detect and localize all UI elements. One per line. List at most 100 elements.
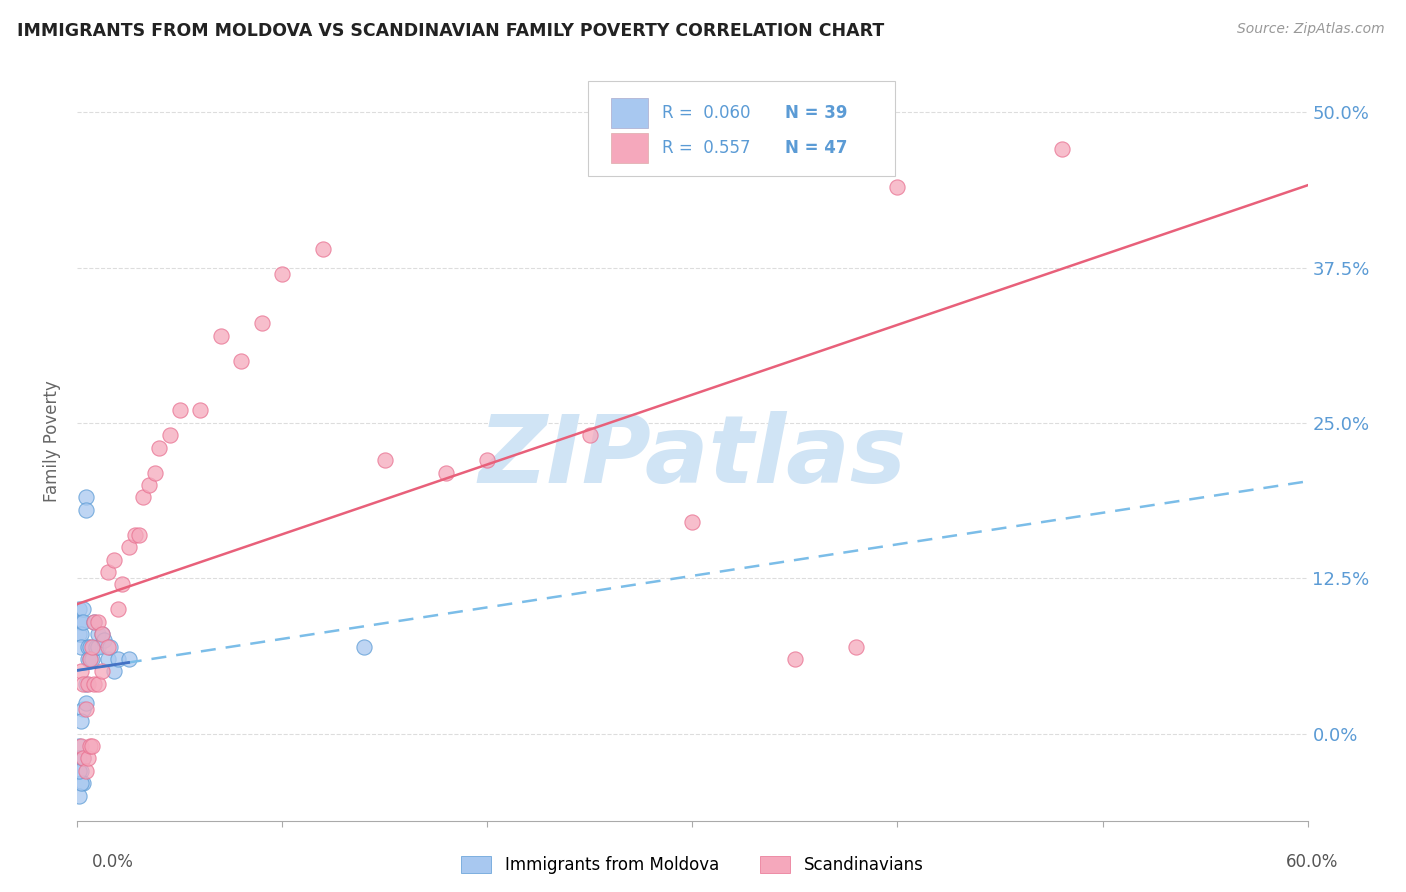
Point [103, 552, 125, 566]
FancyBboxPatch shape [588, 81, 896, 177]
Point [75, 764, 97, 778]
Point [188, 403, 212, 417]
Point [76, 652, 98, 666]
Point [783, 652, 806, 666]
Point [312, 242, 335, 256]
Point [70, 764, 93, 778]
Point [353, 640, 375, 654]
Point [72, 677, 94, 691]
Point [124, 528, 146, 542]
Point [80, 652, 103, 666]
Point [103, 665, 125, 679]
Point [117, 652, 139, 666]
Text: 60.0%: 60.0% [1286, 853, 1339, 871]
Point [79, 652, 101, 666]
Point [72, 776, 94, 790]
Text: R =  0.557: R = 0.557 [662, 139, 751, 157]
Point [845, 640, 868, 654]
Point [231, 353, 253, 368]
Point [1050, 143, 1073, 157]
Text: IMMIGRANTS FROM MOLDOVA VS SCANDINAVIAN FAMILY POVERTY CORRELATION CHART: IMMIGRANTS FROM MOLDOVA VS SCANDINAVIAN … [17, 22, 884, 40]
Point [70, 714, 93, 729]
Point [70, 640, 93, 654]
Point [75, 491, 97, 505]
Point [159, 428, 181, 442]
Point [132, 491, 155, 505]
Point [87, 615, 110, 629]
Point [67, 602, 90, 616]
Point [107, 652, 129, 666]
Point [148, 441, 170, 455]
Text: N = 47: N = 47 [785, 139, 848, 157]
Point [107, 602, 129, 616]
Text: 0.0%: 0.0% [91, 853, 134, 871]
Point [79, 652, 101, 666]
Point [76, 677, 98, 691]
Point [67, 739, 90, 753]
Point [98, 640, 121, 654]
Point [886, 179, 908, 194]
Point [75, 696, 97, 710]
Point [477, 453, 499, 467]
Point [128, 528, 150, 542]
Point [436, 466, 458, 480]
Point [250, 317, 273, 331]
Point [90, 627, 114, 641]
Text: N = 39: N = 39 [785, 104, 848, 122]
Point [70, 665, 93, 679]
Point [67, 764, 90, 778]
Point [84, 640, 107, 654]
Point [138, 478, 160, 492]
Text: ZIPatlas: ZIPatlas [478, 410, 907, 503]
Point [67, 615, 90, 629]
Point [79, 640, 101, 654]
Point [169, 403, 191, 417]
Point [579, 428, 602, 442]
Point [83, 677, 105, 691]
Point [117, 540, 139, 554]
Point [72, 702, 94, 716]
Legend: Immigrants from Moldova, Scandinavians: Immigrants from Moldova, Scandinavians [454, 849, 931, 880]
Point [90, 627, 114, 641]
Point [67, 789, 90, 803]
Point [72, 602, 94, 616]
Point [93, 633, 115, 648]
Point [209, 329, 232, 343]
Y-axis label: Family Poverty: Family Poverty [44, 381, 62, 502]
Point [111, 577, 134, 591]
Point [83, 615, 105, 629]
FancyBboxPatch shape [612, 133, 648, 163]
Point [374, 453, 396, 467]
Point [97, 565, 120, 579]
FancyBboxPatch shape [612, 98, 648, 128]
Point [70, 627, 93, 641]
Point [90, 665, 114, 679]
Text: Source: ZipAtlas.com: Source: ZipAtlas.com [1237, 22, 1385, 37]
Point [70, 776, 93, 790]
Point [87, 677, 110, 691]
Point [72, 751, 94, 765]
Point [70, 739, 93, 753]
Point [87, 627, 110, 641]
Point [79, 739, 101, 753]
Point [271, 267, 294, 281]
Point [76, 751, 98, 765]
Point [75, 677, 97, 691]
Point [80, 739, 103, 753]
Point [70, 615, 93, 629]
Point [75, 702, 97, 716]
Point [682, 516, 704, 530]
Point [76, 640, 98, 654]
Point [80, 640, 103, 654]
Point [143, 466, 166, 480]
Point [87, 640, 110, 654]
Text: R =  0.060: R = 0.060 [662, 104, 751, 122]
Point [97, 652, 120, 666]
Point [75, 503, 97, 517]
Point [97, 640, 120, 654]
Point [72, 615, 94, 629]
Point [67, 627, 90, 641]
Point [72, 751, 94, 765]
Point [67, 751, 90, 765]
Point [83, 615, 105, 629]
